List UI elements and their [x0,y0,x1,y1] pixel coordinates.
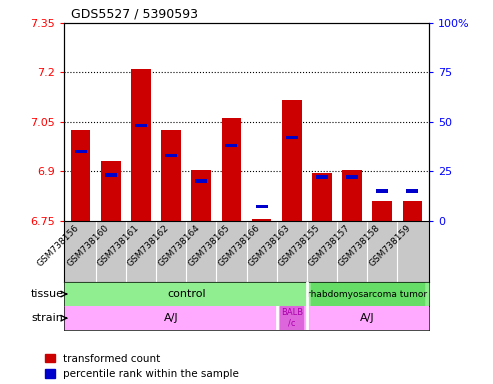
Bar [346,175,358,179]
Text: GSM738162: GSM738162 [126,223,171,269]
Text: GDS5527 / 5390593: GDS5527 / 5390593 [71,7,198,20]
Bar [406,189,419,192]
Text: BALB
/c: BALB /c [281,308,303,328]
Text: GSM738163: GSM738163 [246,223,292,269]
Bar [282,100,302,220]
Bar [195,179,207,183]
Bar [311,282,423,306]
Text: GSM738158: GSM738158 [337,223,382,269]
Text: GSM738157: GSM738157 [307,223,352,269]
Text: GSM738164: GSM738164 [156,223,201,269]
Text: A/J: A/J [164,313,178,323]
Text: control: control [167,289,206,299]
Bar [105,174,117,177]
Bar [131,69,151,220]
Bar [281,306,303,330]
Bar [71,130,91,220]
Bar [191,169,211,220]
Legend: transformed count, percentile rank within the sample: transformed count, percentile rank withi… [45,354,239,379]
Bar [70,306,273,330]
Bar [316,175,328,179]
Bar [101,161,121,220]
Bar [165,154,177,157]
Text: strain: strain [32,313,64,323]
Bar [402,201,422,220]
Bar [312,173,332,220]
Bar [74,150,87,153]
Bar [376,189,388,192]
Text: GSM738160: GSM738160 [66,223,111,269]
Bar [372,201,392,220]
Bar [286,136,298,139]
Bar [161,130,181,220]
Text: rhabdomyosarcoma tumor: rhabdomyosarcoma tumor [307,290,427,298]
Bar [135,124,147,127]
Text: GSM738159: GSM738159 [367,223,412,269]
Text: GSM738165: GSM738165 [186,223,231,269]
Text: GSM738166: GSM738166 [216,223,262,269]
Text: GSM738156: GSM738156 [35,223,81,269]
Bar [225,144,238,147]
Bar [342,169,362,220]
Bar [252,219,271,220]
Bar [255,205,268,209]
Text: A/J: A/J [360,313,374,323]
Text: GSM738161: GSM738161 [96,223,141,269]
Bar [70,282,303,306]
Bar [311,306,423,330]
Bar [222,119,241,220]
Text: GSM738155: GSM738155 [277,223,322,269]
Text: tissue: tissue [31,289,64,299]
